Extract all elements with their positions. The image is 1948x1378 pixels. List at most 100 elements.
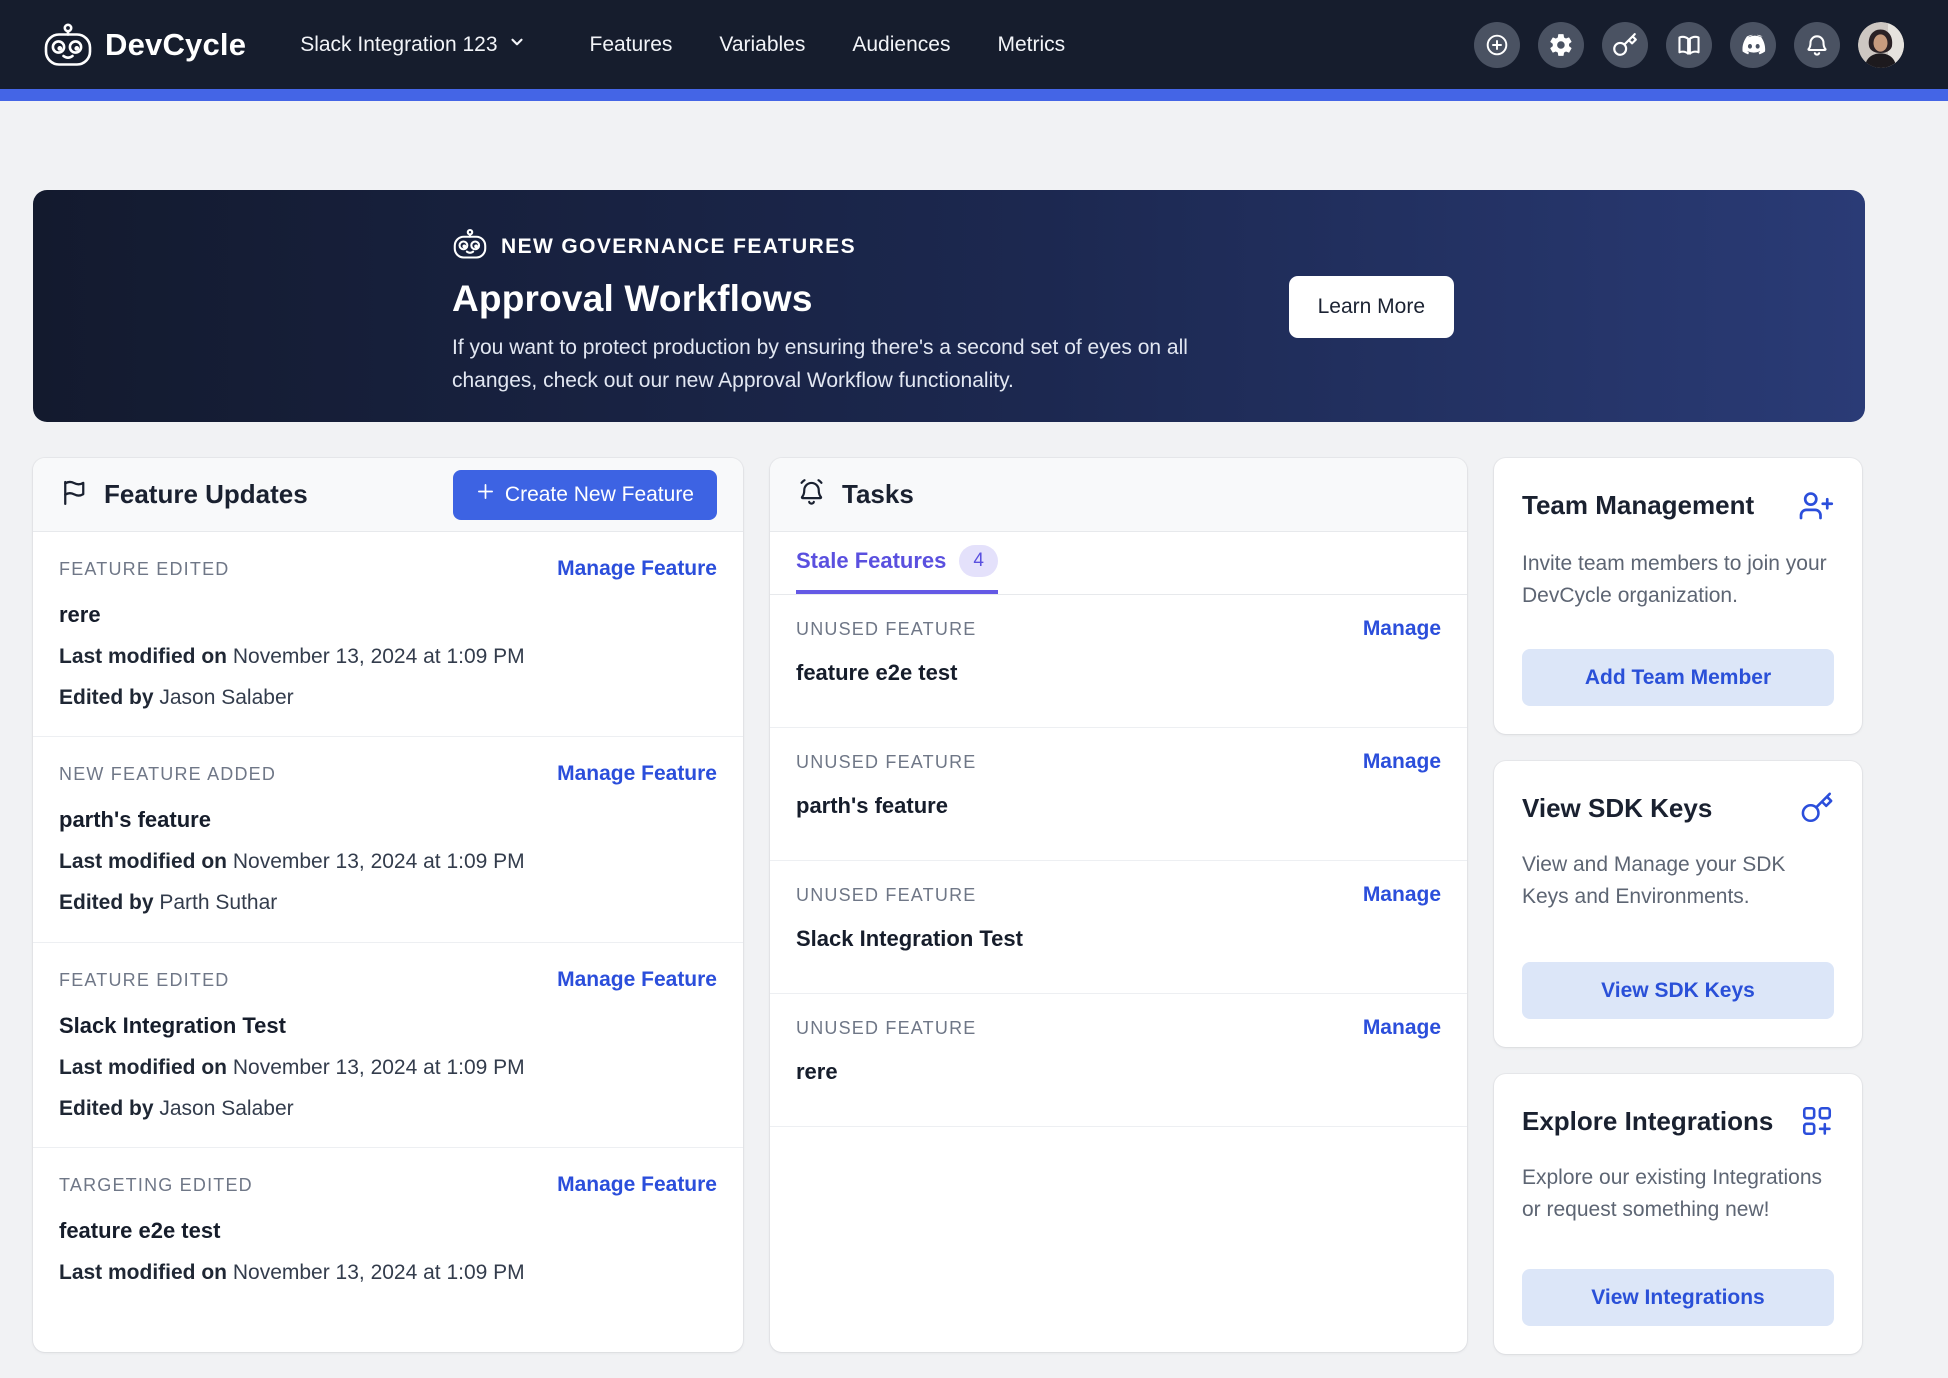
nav-actions xyxy=(1474,21,1904,68)
feature-name: rere xyxy=(59,602,101,627)
task-feature-name: rere xyxy=(796,1059,838,1084)
add-team-member-button[interactable]: Add Team Member xyxy=(1522,649,1834,706)
discord-button[interactable] xyxy=(1730,21,1776,68)
manage-link[interactable]: Manage xyxy=(1362,1016,1441,1039)
docs-button[interactable] xyxy=(1666,21,1712,68)
feature-name: parth's feature xyxy=(59,807,211,833)
feature-updates-title: Feature Updates xyxy=(104,479,308,509)
last-modified-label: Last modified on xyxy=(59,645,227,668)
tab-stale-features-label: Stale Features xyxy=(796,548,947,573)
tasks-card: Tasks Stale Features 4 UNUSED FEATURE Ma… xyxy=(770,458,1467,1352)
task-type-label: UNUSED FEATURE xyxy=(796,752,977,772)
create-plus-button[interactable] xyxy=(1474,21,1520,68)
create-new-feature-label: Create New Feature xyxy=(504,482,694,506)
learn-more-button[interactable]: Learn More xyxy=(1288,276,1454,338)
notifications-button[interactable] xyxy=(1794,21,1840,68)
last-modified-line: Last modified on November 13, 2024 at 1:… xyxy=(59,1056,717,1080)
view-integrations-button[interactable]: View Integrations xyxy=(1522,1269,1834,1326)
edited-by-line: Edited by Jason Salaber xyxy=(59,686,717,710)
manage-link[interactable]: Manage xyxy=(1362,617,1441,640)
nav-link-audiences[interactable]: Audiences xyxy=(852,32,951,56)
edited-by-label: Edited by xyxy=(59,686,154,709)
view-sdk-keys-button[interactable]: View SDK Keys xyxy=(1522,962,1834,1019)
team-management-description: Invite team members to join your DevCycl… xyxy=(1522,552,1827,607)
manage-link[interactable]: Manage xyxy=(1362,750,1441,773)
nav-accent-strip xyxy=(0,89,1948,101)
stale-feature-item: UNUSED FEATURE Manage parth's feature xyxy=(770,728,1467,861)
edited-by-label: Edited by xyxy=(59,891,154,915)
manage-feature-link[interactable]: Manage Feature xyxy=(557,967,717,991)
task-feature-name: parth's feature xyxy=(796,793,948,818)
task-feature-name: feature e2e test xyxy=(796,660,958,685)
chevron-down-icon xyxy=(508,33,526,57)
key-icon xyxy=(1612,32,1638,58)
view-sdk-keys-card: View SDK Keys View and Manage your SDK K… xyxy=(1494,761,1862,1047)
feature-update-item: FEATURE EDITED Manage Feature rere Last … xyxy=(33,532,743,736)
last-modified-label: Last modified on xyxy=(59,1055,227,1079)
sdk-keys-button[interactable] xyxy=(1602,21,1648,68)
feature-update-item: NEW FEATURE ADDED Manage Feature parth's… xyxy=(33,736,743,941)
gear-icon xyxy=(1548,32,1574,58)
tab-stale-features[interactable]: Stale Features 4 xyxy=(796,532,998,594)
banner-eyebrow: NEW GOVERNANCE FEATURES xyxy=(501,234,856,258)
bell-icon xyxy=(1804,32,1830,58)
view-sdk-keys-title: View SDK Keys xyxy=(1522,793,1713,823)
task-type-label: UNUSED FEATURE xyxy=(796,1018,977,1038)
stale-feature-item: UNUSED FEATURE Manage feature e2e test xyxy=(770,595,1467,728)
task-type-label: UNUSED FEATURE xyxy=(796,619,977,639)
task-type-label: UNUSED FEATURE xyxy=(796,885,977,905)
devcycle-logo[interactable]: DevCycle xyxy=(42,22,246,67)
last-modified-value: November 13, 2024 at 1:09 PM xyxy=(232,850,525,874)
feature-update-item: TARGETING EDITED Manage Feature feature … xyxy=(33,1146,743,1352)
settings-button[interactable] xyxy=(1538,21,1584,68)
feature-name: Slack Integration Test xyxy=(59,1012,286,1038)
primary-nav: Features Variables Audiences Metrics xyxy=(590,33,1066,57)
last-modified-value: November 13, 2024 at 1:09 PM xyxy=(232,1260,525,1284)
last-modified-value: November 13, 2024 at 1:09 PM xyxy=(232,1055,525,1079)
edited-by-value: Parth Suthar xyxy=(159,891,278,915)
stale-feature-item: UNUSED FEATURE Manage rere xyxy=(770,994,1467,1127)
manage-feature-link[interactable]: Manage Feature xyxy=(557,762,717,786)
grid-plus-icon xyxy=(1800,1104,1834,1143)
create-new-feature-button[interactable]: Create New Feature xyxy=(452,469,717,520)
last-modified-label: Last modified on xyxy=(59,1260,227,1284)
explore-integrations-title: Explore Integrations xyxy=(1522,1106,1774,1136)
manage-link[interactable]: Manage xyxy=(1362,883,1441,906)
tasks-tab-row: Stale Features 4 xyxy=(770,532,1467,595)
explore-integrations-description: Explore our existing Integrations or req… xyxy=(1522,1166,1822,1221)
nav-link-features[interactable]: Features xyxy=(589,32,673,56)
edited-by-line: Edited by Jason Salaber xyxy=(59,1097,717,1121)
feature-updates-card: Feature Updates Create New Feature FEATU… xyxy=(33,458,743,1352)
last-modified-value: November 13, 2024 at 1:09 PM xyxy=(232,645,525,668)
last-modified-line: Last modified on November 13, 2024 at 1:… xyxy=(59,850,717,874)
governance-banner: NEW GOVERNANCE FEATURES Approval Workflo… xyxy=(33,190,1865,422)
stale-features-count-badge: 4 xyxy=(959,544,998,578)
feature-update-item: FEATURE EDITED Manage Feature Slack Inte… xyxy=(33,941,743,1147)
discord-icon xyxy=(1740,34,1767,56)
nav-link-metrics[interactable]: Metrics xyxy=(997,32,1066,56)
plus-icon xyxy=(476,482,495,507)
flag-icon xyxy=(59,477,89,512)
update-type-label: TARGETING EDITED xyxy=(59,1174,253,1195)
edited-by-line: Edited by Parth Suthar xyxy=(59,891,717,915)
tasks-empty-space xyxy=(770,1127,1467,1352)
feature-updates-list: FEATURE EDITED Manage Feature rere Last … xyxy=(33,532,743,1352)
view-sdk-keys-description: View and Manage your SDK Keys and Enviro… xyxy=(1522,853,1786,908)
edited-by-label: Edited by xyxy=(59,1096,154,1120)
dashboard-columns: Feature Updates Create New Feature FEATU… xyxy=(33,458,1865,1354)
nav-link-variables[interactable]: Variables xyxy=(719,32,806,56)
user-avatar[interactable] xyxy=(1858,21,1904,68)
manage-feature-link[interactable]: Manage Feature xyxy=(557,557,717,580)
feature-name: feature e2e test xyxy=(59,1217,221,1243)
manage-feature-link[interactable]: Manage Feature xyxy=(557,1172,717,1196)
project-selector-label: Slack Integration 123 xyxy=(300,32,498,56)
stale-feature-item: UNUSED FEATURE Manage Slack Integration … xyxy=(770,861,1467,994)
edited-by-value: Jason Salaber xyxy=(159,686,294,709)
devcycle-robot-icon xyxy=(42,22,94,67)
project-selector[interactable]: Slack Integration 123 xyxy=(300,33,525,57)
update-type-label: NEW FEATURE ADDED xyxy=(59,764,277,785)
plus-circle-icon xyxy=(1484,32,1510,58)
team-management-card: Team Management Invite team members to j… xyxy=(1494,458,1862,734)
bell-ring-icon xyxy=(796,477,827,513)
